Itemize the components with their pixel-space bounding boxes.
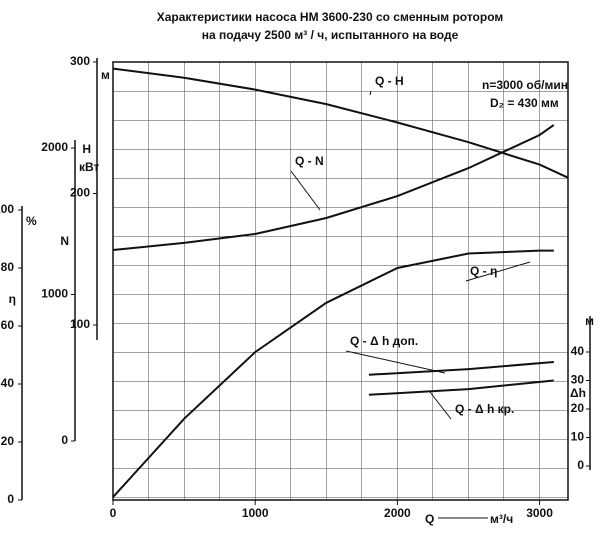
y-tick-label: 2000	[41, 140, 68, 154]
y-tick-label: 200	[70, 186, 90, 200]
curve	[112, 67, 569, 179]
y-tick-label: 30	[571, 373, 585, 387]
curve	[112, 249, 554, 498]
y-axis-label: H	[82, 142, 91, 156]
y-tick-label: 20	[1, 434, 15, 448]
y-axis-label: N	[60, 234, 69, 248]
annotation: n=3000 об/мин	[482, 78, 568, 92]
x-tick-label: 2000	[384, 506, 411, 520]
leader-line	[290, 170, 321, 211]
annotation: D₂ = 430 мм	[490, 96, 559, 110]
y-tick-label: 40	[571, 344, 585, 358]
chart-subtitle: на подачу 2500 м³ / ч, испытанного на во…	[202, 28, 459, 42]
y-axis-unit: кВт	[79, 160, 100, 174]
y-tick-label: 20	[571, 401, 585, 415]
x-tick-label: 1000	[242, 506, 269, 520]
y-axis-unit: м	[585, 314, 594, 328]
x-tick-label: 0	[110, 506, 117, 520]
y-tick-label: 0	[7, 492, 14, 506]
leader-line	[465, 261, 531, 282]
y-tick-label: 300	[70, 54, 90, 68]
curve	[112, 124, 555, 251]
curve	[368, 379, 554, 396]
y-tick-label: 100	[70, 317, 90, 331]
curve	[368, 361, 554, 376]
leader-line	[429, 391, 452, 420]
y-axis-unit: %	[26, 214, 37, 228]
y-tick-label: 40	[1, 376, 15, 390]
series-label: Q - Δ h доп.	[350, 334, 418, 348]
y-axis-label: Δh	[570, 386, 586, 400]
y-tick-label: 0	[61, 433, 68, 447]
y-tick-label: 10	[571, 430, 585, 444]
y-tick-label: 1000	[41, 287, 68, 301]
y-tick-label: 0	[577, 458, 584, 472]
y-tick-label: 80	[1, 260, 15, 274]
x-tick-label: 3000	[526, 506, 553, 520]
leader-line	[369, 90, 372, 96]
y-tick-label: 100	[0, 202, 14, 216]
plot-frame	[112, 61, 569, 501]
series-label: Q - Δ h кр.	[455, 402, 514, 416]
leader-line	[345, 350, 446, 374]
series-label: Q - N	[295, 154, 324, 168]
grid	[113, 62, 568, 500]
x-axis-unit: м³/ч	[490, 512, 513, 526]
chart-title: Характеристики насоса НМ 3600-230 со сме…	[157, 10, 504, 24]
y-axis-label: η	[9, 292, 16, 306]
x-axis-label: Q	[425, 512, 434, 526]
series-label: Q - H	[375, 74, 404, 88]
y-axis-unit: м	[101, 68, 110, 82]
y-tick-label: 60	[1, 318, 15, 332]
series-label: Q - η	[470, 264, 497, 278]
